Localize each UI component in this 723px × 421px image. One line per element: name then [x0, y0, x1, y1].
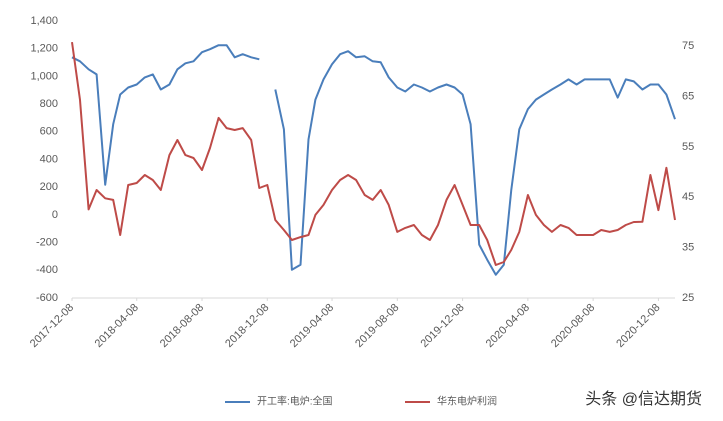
y-tick-label: -400 — [36, 264, 58, 276]
y-tick-label: 200 — [40, 181, 58, 193]
y-tick-label: 1,200 — [30, 43, 58, 55]
y2-tick-label: 45 — [682, 191, 694, 203]
legend-label: 开工率:电炉:全国 — [257, 395, 333, 408]
y-tick-label: 400 — [40, 153, 58, 165]
y-tick-label: 1,400 — [30, 15, 58, 27]
y-tick-label: -200 — [36, 237, 58, 249]
series-line — [71, 41, 676, 266]
y2-tick-label: 65 — [682, 90, 694, 102]
y-tick-label: 0 — [52, 209, 58, 221]
series-line — [71, 44, 676, 276]
legend-label: 华东电炉利润 — [437, 395, 497, 408]
y-tick-label: 800 — [40, 98, 58, 110]
y2-tick-label: 35 — [682, 242, 694, 254]
y-tick-label: 600 — [40, 126, 58, 138]
y2-tick-label: 25 — [682, 292, 694, 304]
y-tick-label: -600 — [36, 292, 58, 304]
y2-tick-label: 75 — [682, 40, 694, 52]
y2-tick-label: 55 — [682, 141, 694, 153]
y-tick-label: 1,000 — [30, 70, 58, 82]
watermark: 头条 @信达期货 — [585, 390, 702, 408]
